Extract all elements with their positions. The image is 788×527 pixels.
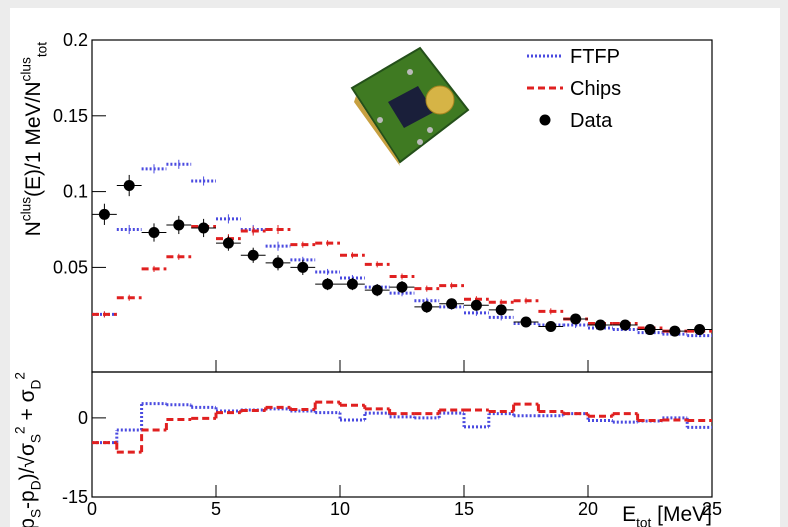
label-part: [MeV] xyxy=(651,503,712,526)
data-point xyxy=(645,324,656,335)
data-point xyxy=(347,279,358,290)
label-part: clus xyxy=(19,57,34,81)
y-tick-label: -15 xyxy=(62,487,88,507)
data-point xyxy=(397,282,408,293)
y-tick-label: 0.05 xyxy=(53,257,88,277)
x-tick-label: 20 xyxy=(578,499,598,519)
data-point xyxy=(124,180,135,191)
data-point xyxy=(446,298,457,309)
label-part: S xyxy=(28,509,43,518)
data-point xyxy=(570,313,581,324)
x-tick-label: 15 xyxy=(454,499,474,519)
legend-label: Chips xyxy=(570,78,621,100)
x-tick-label: 10 xyxy=(330,499,350,519)
x-axis-title: Etot [MeV] xyxy=(622,503,712,527)
chart: 0.050.10.150.2Nclus(E)/1 MeV/Nclustot-15… xyxy=(0,0,788,527)
label-part: 2 xyxy=(13,372,28,380)
data-point xyxy=(545,321,556,332)
page: {"chart_data": [ {"type": "binned-compar… xyxy=(0,0,788,527)
data-point xyxy=(521,316,532,327)
label-part: N xyxy=(22,221,45,236)
data-point xyxy=(694,324,705,335)
data-point xyxy=(322,279,333,290)
label-part: (p xyxy=(16,518,39,527)
x-tick-label: 5 xyxy=(211,499,221,519)
data-point xyxy=(421,301,432,312)
label-part: σ xyxy=(16,443,39,456)
label-part: 2 xyxy=(13,426,28,434)
label-part: (E)/1 MeV/N xyxy=(22,81,45,197)
data-point xyxy=(372,285,383,296)
data-point xyxy=(223,238,234,249)
data-point xyxy=(248,250,259,261)
label-part: clus xyxy=(19,197,34,221)
data-point xyxy=(471,300,482,311)
data-point xyxy=(595,320,606,331)
y-tick-label: 0 xyxy=(78,408,88,428)
label-part: D xyxy=(28,480,43,490)
y-axis-title: (pS-pD)/√σS2 + σD2 xyxy=(13,372,44,527)
legend-label: Data xyxy=(570,110,613,132)
data-point xyxy=(273,257,284,268)
y-tick-label: 0.15 xyxy=(53,106,88,126)
legend-marker xyxy=(540,115,551,126)
label-part: tot xyxy=(636,515,651,527)
x-tick-label: 0 xyxy=(87,499,97,519)
label-part: S xyxy=(28,434,43,443)
data-point xyxy=(669,326,680,337)
label-part: tot xyxy=(34,42,49,57)
label-part: E xyxy=(622,503,636,526)
data-point xyxy=(149,227,160,238)
y-tick-label: 0.1 xyxy=(63,182,88,202)
data-point xyxy=(620,320,631,331)
data-point xyxy=(496,304,507,315)
label-part: + σ xyxy=(16,389,39,426)
data-point xyxy=(297,262,308,273)
label-part: )/√ xyxy=(16,456,39,481)
y-tick-label: 0.2 xyxy=(63,30,88,50)
label-part: -p xyxy=(16,490,39,509)
legend-label: FTFP xyxy=(570,46,620,68)
data-point xyxy=(198,222,209,233)
label-part: D xyxy=(28,379,43,389)
data-point xyxy=(173,219,184,230)
data-point xyxy=(99,209,110,220)
